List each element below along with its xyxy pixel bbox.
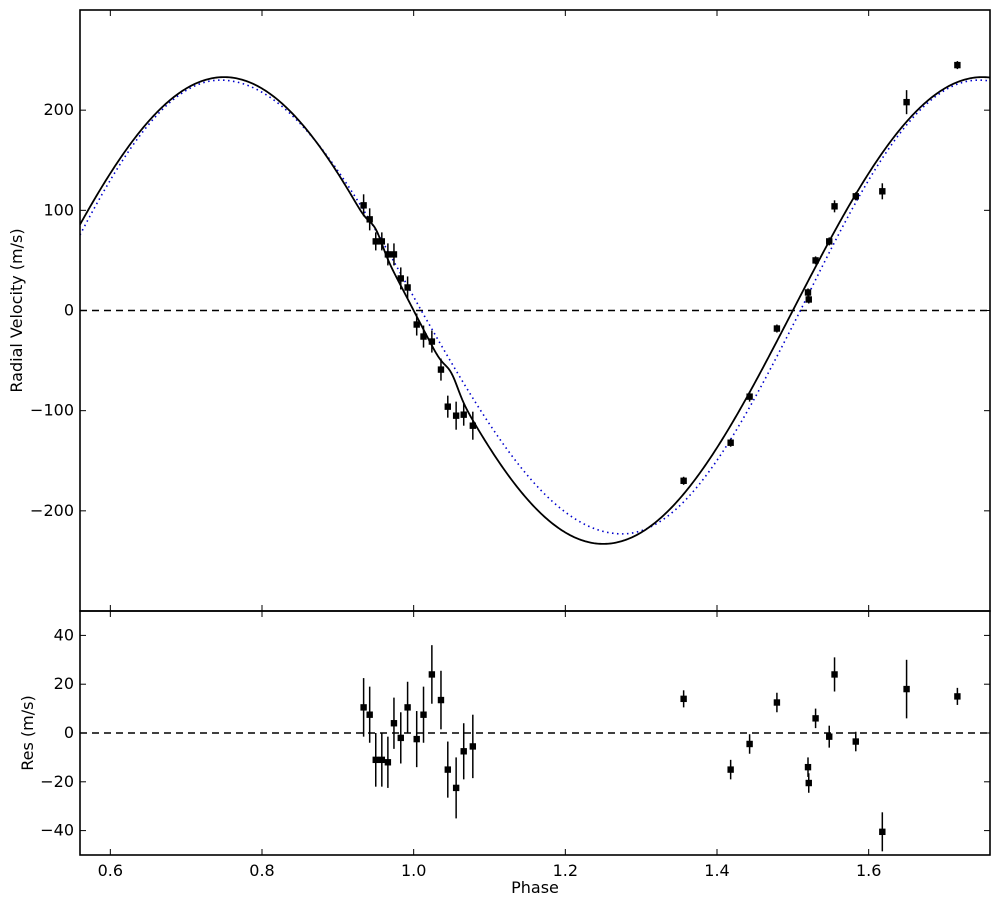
rv-axis-ticks: −200 −100 0 100 200: [30, 10, 990, 611]
data-point: [903, 98, 910, 106]
data-point: [826, 238, 833, 245]
data-point: [680, 477, 687, 484]
data-point: [390, 720, 398, 727]
data-point: [444, 403, 451, 410]
data-point: [390, 251, 398, 258]
data-point: [746, 740, 753, 748]
data-point: [384, 759, 392, 766]
x-tick-label: 0.8: [249, 861, 274, 880]
residual-axes-frame: [79, 610, 991, 856]
y-tick-label: 0: [64, 723, 74, 742]
x-tick-label: 1.0: [401, 861, 426, 880]
data-point: [773, 699, 781, 706]
data-point: [903, 685, 910, 693]
residual-y-axis-label: Res (m/s): [18, 695, 37, 770]
data-point: [954, 693, 961, 700]
data-point: [804, 289, 812, 296]
data-point: [420, 333, 427, 340]
data-point: [437, 696, 445, 704]
y-tick-label: 200: [43, 100, 74, 119]
data-point: [954, 61, 961, 69]
solid-model-curve: [80, 76, 990, 545]
y-tick-label: −100: [30, 401, 74, 420]
phase-x-axis-label: Phase: [511, 878, 559, 897]
data-point: [437, 366, 445, 373]
data-point: [397, 734, 404, 742]
data-point: [378, 238, 386, 245]
data-point: [360, 704, 367, 711]
data-point: [773, 325, 781, 332]
data-point: [452, 784, 460, 792]
data-point: [372, 238, 379, 245]
data-point: [360, 202, 367, 209]
data-point: [420, 711, 427, 718]
y-tick-label: −200: [30, 501, 74, 520]
data-point: [727, 766, 734, 773]
y-tick-label: 40: [54, 625, 74, 644]
data-point: [372, 756, 379, 764]
y-tick-label: −40: [40, 821, 74, 840]
data-point: [879, 828, 886, 836]
data-point: [428, 338, 436, 345]
data-point: [852, 738, 859, 745]
y-tick-label: 0: [64, 301, 74, 320]
y-tick-label: −20: [40, 772, 74, 791]
data-point: [805, 296, 812, 303]
data-point: [831, 203, 838, 210]
data-point: [404, 284, 411, 291]
data-point: [444, 766, 451, 773]
data-point: [384, 251, 392, 258]
x-tick-label: 1.4: [704, 861, 729, 880]
rv-y-axis-label: Radial Velocity (m/s): [7, 228, 26, 392]
x-tick-label: 1.2: [553, 861, 578, 880]
data-point: [469, 422, 477, 429]
radial-velocity-panel: −200 −100 0 100 200 Radial Velocity (m/s): [7, 9, 991, 612]
data-point: [812, 257, 819, 264]
data-point: [428, 671, 436, 678]
data-point: [469, 743, 477, 750]
data-point: [404, 704, 411, 711]
data-point: [452, 412, 460, 419]
data-point: [727, 439, 734, 446]
data-point: [460, 411, 467, 418]
residual-data-points: [360, 645, 961, 852]
residual-axis-ticks: −40 −20 0 20 40 0.6 0.8 1.0 1.2 1.4 1.6: [40, 611, 990, 880]
data-point: [366, 216, 373, 223]
rv-data-points: [360, 61, 961, 485]
data-point: [805, 779, 812, 787]
data-point: [826, 733, 833, 740]
data-point: [879, 188, 886, 195]
data-point: [413, 321, 420, 328]
data-point: [413, 735, 420, 743]
data-point: [804, 763, 812, 771]
data-point: [746, 393, 753, 400]
dotted-model-curve: [80, 79, 990, 535]
data-point: [812, 715, 819, 722]
x-tick-label: 1.6: [856, 861, 881, 880]
x-tick-label: 0.6: [98, 861, 123, 880]
data-point: [680, 695, 687, 703]
data-point: [460, 748, 467, 755]
y-tick-label: 100: [43, 200, 74, 219]
data-point: [831, 671, 838, 678]
data-point: [378, 756, 386, 764]
data-point: [397, 275, 404, 282]
y-tick-label: 20: [54, 674, 74, 693]
data-point: [852, 193, 859, 200]
data-point: [366, 711, 373, 718]
